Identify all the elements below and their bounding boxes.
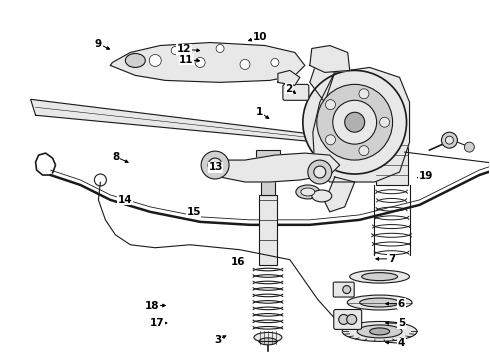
Ellipse shape (357, 325, 402, 338)
FancyBboxPatch shape (334, 310, 362, 329)
Ellipse shape (301, 188, 315, 196)
Text: 13: 13 (208, 162, 223, 172)
Text: 17: 17 (150, 319, 164, 328)
Text: 10: 10 (252, 32, 267, 41)
Ellipse shape (312, 190, 332, 202)
Ellipse shape (350, 270, 410, 283)
Circle shape (314, 166, 326, 178)
Circle shape (303, 71, 407, 174)
Ellipse shape (369, 328, 390, 335)
Text: 7: 7 (388, 254, 395, 264)
Circle shape (317, 84, 392, 160)
Text: 6: 6 (398, 299, 405, 309)
Circle shape (195, 58, 205, 67)
Circle shape (380, 117, 390, 127)
FancyBboxPatch shape (376, 140, 408, 185)
Text: 4: 4 (398, 338, 405, 348)
FancyBboxPatch shape (259, 195, 277, 265)
Polygon shape (278, 71, 300, 85)
Circle shape (465, 142, 474, 152)
Polygon shape (210, 153, 340, 182)
Polygon shape (110, 42, 305, 82)
Ellipse shape (347, 295, 412, 310)
Circle shape (325, 135, 336, 145)
Text: 18: 18 (145, 301, 159, 311)
Text: 1: 1 (256, 107, 263, 117)
Polygon shape (30, 99, 350, 145)
FancyBboxPatch shape (261, 165, 275, 195)
Ellipse shape (296, 185, 320, 199)
Text: 11: 11 (179, 55, 194, 65)
Circle shape (271, 58, 279, 67)
FancyBboxPatch shape (256, 150, 280, 165)
Circle shape (308, 160, 332, 184)
Circle shape (325, 100, 336, 110)
Circle shape (445, 136, 453, 144)
Circle shape (339, 315, 349, 324)
Text: 16: 16 (230, 257, 245, 267)
Circle shape (171, 46, 179, 54)
Text: 5: 5 (398, 319, 405, 328)
Ellipse shape (259, 338, 277, 345)
Text: 14: 14 (118, 195, 133, 205)
Circle shape (201, 151, 229, 179)
Circle shape (240, 59, 250, 69)
Polygon shape (313, 67, 410, 182)
FancyBboxPatch shape (333, 282, 354, 297)
Circle shape (347, 315, 357, 324)
Circle shape (441, 132, 457, 148)
Ellipse shape (360, 298, 399, 307)
Ellipse shape (125, 54, 145, 67)
Text: 15: 15 (187, 207, 201, 217)
Text: 3: 3 (215, 334, 222, 345)
Text: 2: 2 (285, 84, 293, 94)
Text: 19: 19 (418, 171, 433, 181)
Polygon shape (310, 45, 350, 72)
Circle shape (359, 89, 369, 99)
Ellipse shape (254, 332, 282, 342)
Polygon shape (325, 177, 355, 212)
Circle shape (359, 146, 369, 156)
Circle shape (333, 100, 377, 144)
Text: 8: 8 (112, 152, 119, 162)
Polygon shape (310, 67, 335, 102)
Circle shape (216, 45, 224, 53)
Circle shape (208, 158, 222, 172)
Circle shape (149, 54, 161, 67)
Text: 12: 12 (177, 44, 191, 54)
Text: 9: 9 (95, 39, 102, 49)
Ellipse shape (362, 273, 397, 280)
Circle shape (343, 285, 351, 293)
FancyBboxPatch shape (283, 84, 309, 100)
Circle shape (345, 112, 365, 132)
Ellipse shape (342, 321, 417, 341)
Circle shape (212, 162, 218, 168)
